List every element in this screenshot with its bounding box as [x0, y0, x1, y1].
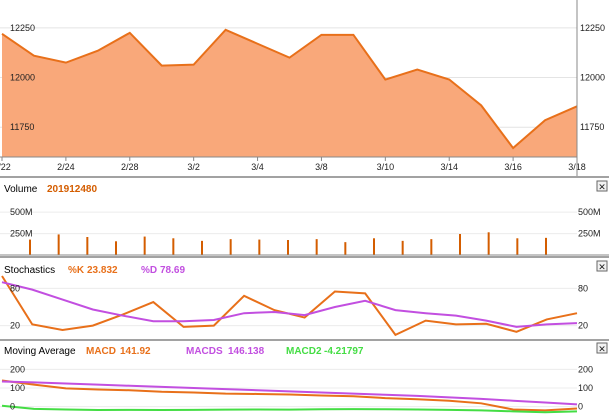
ma-close-box[interactable]	[596, 342, 608, 354]
ma-y-tick-right: 100	[578, 383, 593, 393]
stochastics-d-value: 78.69	[160, 265, 185, 276]
moving-average-panel: Moving Average MACD 141.92 MACDS 146.138…	[0, 341, 609, 419]
volume-y-tick-left: 500M	[10, 207, 33, 217]
volume-bar	[86, 237, 89, 255]
volume-bar	[29, 239, 31, 255]
ma-y-tick-right: 0	[578, 402, 583, 412]
close-icon[interactable]: ✕	[598, 344, 606, 354]
ma-lines	[1, 379, 578, 414]
price-x-tick: 2/24	[57, 162, 75, 172]
volume-bar	[344, 242, 347, 255]
volume-bar	[487, 232, 490, 255]
ma-y-tick-left: 100	[10, 383, 25, 393]
ma-panel-bg	[0, 341, 609, 419]
price-y-tick-right: 12000	[580, 73, 605, 83]
stochastics-y-ticks: 80 80 20 20	[10, 283, 588, 330]
volume-y-tick-right: 250M	[578, 229, 601, 239]
macd-value: 141.92	[120, 346, 151, 357]
ma-grid	[0, 368, 577, 408]
ma-y-tick-right: 200	[578, 364, 593, 374]
stochastics-y-tick-right: 80	[578, 283, 588, 293]
price-y-tick-left: 11750	[10, 122, 34, 132]
price-x-tick: 3/2	[187, 162, 200, 172]
volume-bar	[229, 239, 232, 255]
stochastics-y-tick-left: 80	[10, 283, 20, 293]
volume-value: 201912480	[47, 184, 97, 195]
volume-title: Volume	[4, 184, 38, 195]
macds-line	[1, 380, 578, 406]
volume-panel-bg	[0, 178, 609, 256]
stochastics-close-box[interactable]	[596, 260, 608, 272]
price-y-ticks: 12250 12250 12000 12000 11750 11750	[10, 23, 605, 132]
volume-bar	[172, 238, 175, 255]
stochastics-d-line	[1, 281, 578, 328]
volume-bar	[516, 238, 519, 255]
macd-line	[1, 379, 578, 412]
volume-bar	[315, 239, 318, 255]
volume-y-ticks: 500M 500M 250M 250M	[10, 207, 601, 238]
macd2-name: MACD2	[286, 346, 322, 357]
macd2-line	[1, 404, 578, 414]
volume-bars	[29, 232, 547, 255]
close-icon[interactable]: ✕	[598, 262, 606, 272]
volume-close-box[interactable]	[596, 180, 608, 192]
price-x-tick: 3/4	[251, 162, 264, 172]
close-icon[interactable]: ✕	[598, 182, 606, 192]
volume-bar	[57, 234, 60, 255]
stochastics-k-name: %K	[68, 265, 85, 276]
volume-y-tick-right: 500M	[578, 207, 601, 217]
ma-title: Moving Average	[4, 346, 76, 357]
price-panel: 12250 12250 12000 12000 11750 11750 2/22 2/24 2…	[0, 0, 609, 176]
stochastics-close-button[interactable]: ✕	[596, 260, 608, 272]
volume-bar	[545, 237, 547, 255]
volume-bar	[401, 240, 404, 255]
price-y-tick-right: 11750	[580, 122, 604, 132]
stochastics-k-value: 23.832	[87, 265, 118, 276]
ma-y-tick-left: 0	[10, 402, 15, 412]
volume-bar	[258, 239, 261, 255]
volume-bar	[115, 241, 117, 255]
price-x-tick: 3/16	[504, 162, 522, 172]
macd2-value: -4.21797	[324, 346, 364, 357]
macds-name: MACDS	[186, 346, 223, 357]
volume-bar	[373, 238, 375, 255]
price-x-tick: 3/10	[377, 162, 395, 172]
volume-bar	[201, 240, 203, 255]
price-x-tick: 2/22	[0, 162, 11, 172]
volume-bar	[287, 240, 289, 255]
price-x-tick: 3/14	[440, 162, 458, 172]
price-y-tick-right: 12250	[580, 23, 605, 33]
stochastics-grid	[0, 287, 577, 327]
price-x-tick: 3/8	[315, 162, 328, 172]
volume-panel: Volume 201912480 500M 500M 250M 250M ✕	[0, 178, 609, 256]
volume-close-button[interactable]: ✕	[596, 180, 608, 192]
volume-bar	[430, 239, 433, 255]
stochastics-y-tick-right: 20	[578, 321, 588, 331]
ma-y-ticks: 200 200 100 100 0 0	[10, 364, 593, 411]
volume-y-tick-left: 250M	[10, 229, 33, 239]
ma-close-button[interactable]: ✕	[596, 342, 608, 354]
price-line	[1, 28, 578, 150]
stochastics-y-tick-left: 20	[10, 321, 20, 331]
price-x-tick: 2/28	[121, 162, 139, 172]
macds-value: 146.138	[228, 346, 265, 357]
ma-y-tick-left: 200	[10, 364, 25, 374]
price-y-tick-left: 12000	[10, 73, 35, 83]
volume-grid	[0, 211, 577, 235]
volume-bar	[143, 236, 146, 255]
macd-name: MACD	[86, 346, 116, 357]
stochastics-title: Stochastics	[4, 265, 55, 276]
stochastics-panel-bg	[0, 258, 609, 340]
stochastics-d-name: %D	[141, 265, 157, 276]
price-y-tick-left: 12250	[10, 23, 35, 33]
price-area	[2, 29, 577, 157]
stochastics-lines	[1, 275, 578, 337]
volume-bar	[459, 234, 461, 255]
